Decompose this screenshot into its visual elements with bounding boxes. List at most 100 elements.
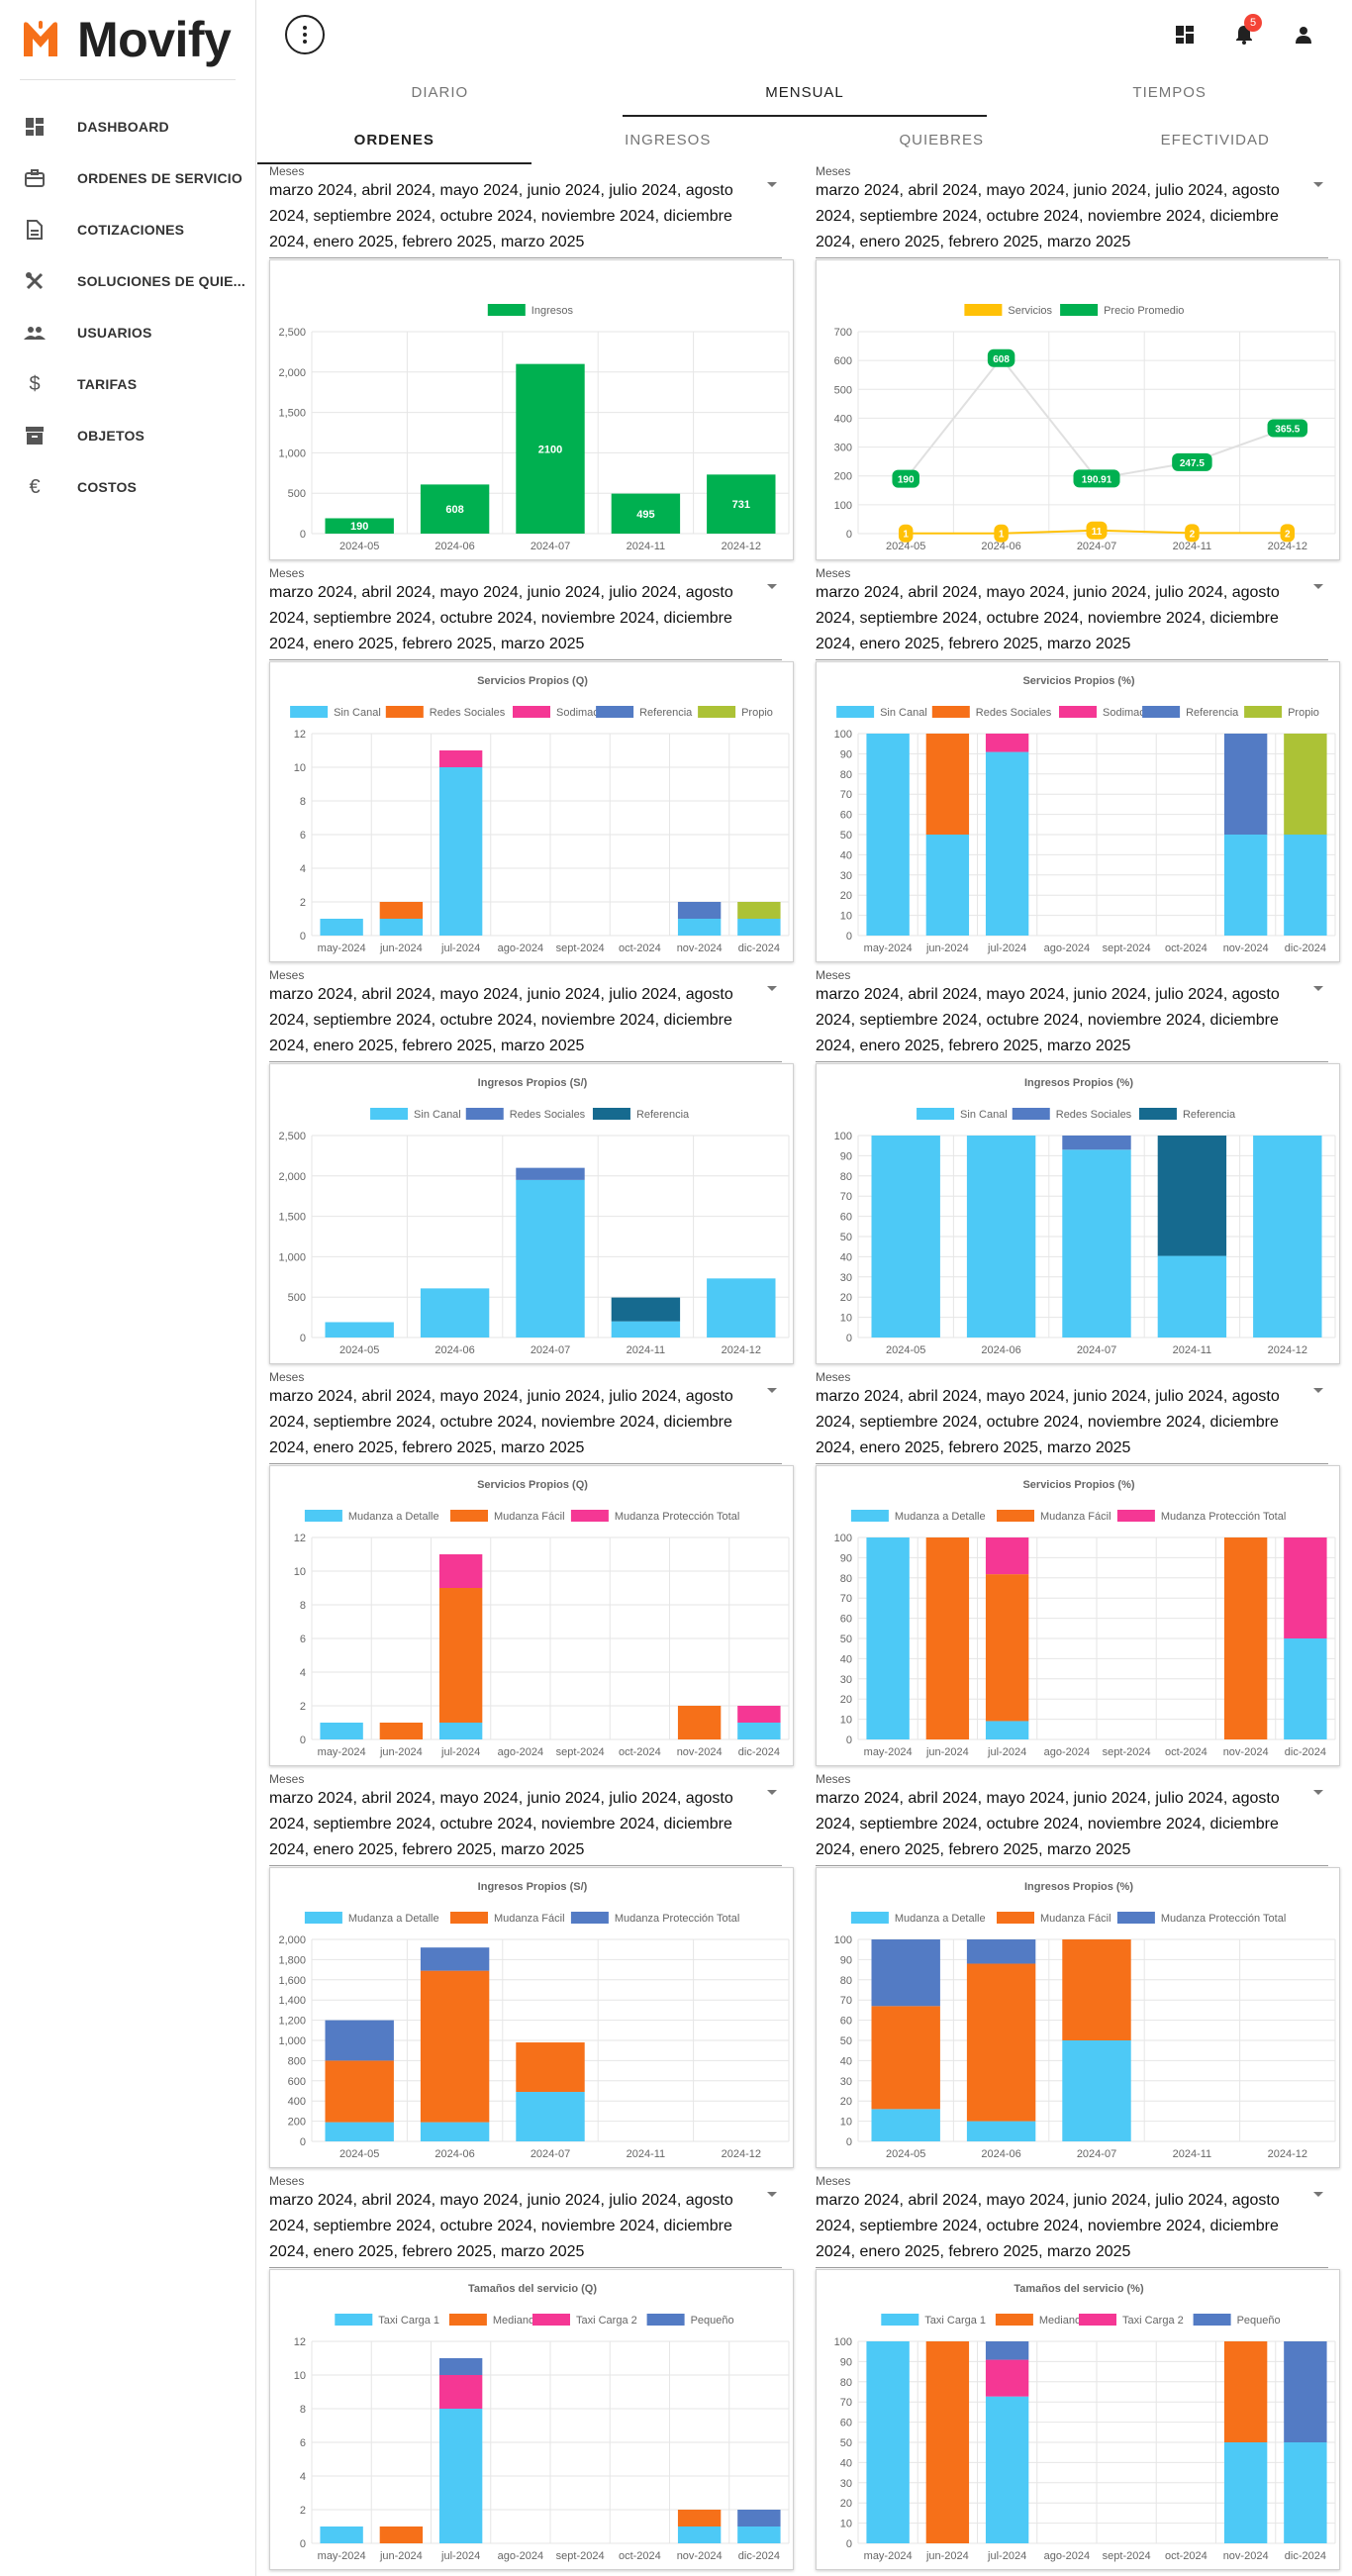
legend-swatch [450, 1912, 488, 1924]
x-tick-label: ago-2024 [498, 1746, 544, 1758]
sidebar-item-cotizaciones[interactable]: COTIZACIONES [0, 204, 255, 255]
bar [985, 751, 1029, 936]
dropdown-arrow-icon[interactable] [1313, 1388, 1323, 1393]
legend-swatch [304, 1912, 342, 1924]
x-tick-label: 2024-07 [1077, 1344, 1116, 1356]
legend-label: Precio Promedio [1104, 305, 1184, 317]
data-label: 2 [1285, 529, 1291, 540]
months-select[interactable]: marzo 2024, abril 2024, mayo 2024, junio… [269, 1388, 733, 1456]
months-select[interactable]: marzo 2024, abril 2024, mayo 2024, junio… [816, 1388, 1280, 1456]
bar [1284, 1537, 1327, 1638]
months-select[interactable]: marzo 2024, abril 2024, mayo 2024, junio… [269, 986, 733, 1054]
chart: Servicios Propios (%) Mudanza a Detalle Mu… [834, 1479, 1336, 1758]
tab-ingresos[interactable]: INGRESOS [625, 132, 712, 149]
y-tick-label: 0 [300, 2538, 306, 2550]
sidebar-item-label: OBJETOS [77, 428, 145, 444]
y-tick-label: 1,800 [278, 1954, 306, 1966]
data-point [994, 524, 1009, 543]
dropdown-arrow-icon[interactable] [767, 2192, 777, 2197]
legend-swatch [532, 2314, 570, 2326]
legend-label: Taxi Carga 2 [576, 2315, 637, 2327]
y-tick-label: 30 [840, 1674, 852, 1686]
x-tick-label: oct-2024 [619, 942, 661, 954]
bar [438, 1588, 483, 1723]
months-select[interactable]: marzo 2024, abril 2024, mayo 2024, junio… [816, 986, 1280, 1054]
legend-swatch [1116, 1912, 1155, 1924]
legend-label: Referencia [636, 1109, 690, 1121]
dropdown-arrow-icon[interactable] [1313, 1790, 1323, 1795]
tab-diario[interactable]: DIARIO [411, 84, 469, 101]
y-tick-label: 1,000 [278, 2035, 306, 2047]
months-select[interactable]: marzo 2024, abril 2024, mayo 2024, junio… [816, 1790, 1280, 1858]
y-tick-label: 80 [840, 1573, 852, 1585]
months-select[interactable]: marzo 2024, abril 2024, mayo 2024, junio… [269, 584, 733, 652]
x-tick-label: dic-2024 [1285, 2550, 1326, 2562]
dropdown-arrow-icon[interactable] [767, 584, 777, 589]
dropdown-arrow-icon[interactable] [767, 182, 777, 187]
notifications-button[interactable]: 5 [1231, 14, 1262, 48]
x-tick-label: dic-2024 [738, 2550, 780, 2562]
tab-ordenes[interactable]: ORDENES [257, 121, 531, 166]
dropdown-arrow-icon[interactable] [767, 1388, 777, 1393]
dropdown-arrow-icon[interactable] [1313, 2192, 1323, 2197]
x-tick-label: nov-2024 [1223, 1746, 1269, 1758]
account-button[interactable] [1291, 22, 1316, 48]
months-select[interactable]: marzo 2024, abril 2024, mayo 2024, junio… [269, 1790, 733, 1858]
months-select[interactable]: marzo 2024, abril 2024, mayo 2024, junio… [269, 2192, 733, 2260]
sidebar-item-tarifas[interactable]: $ TARIFAS [0, 358, 255, 410]
x-tick-label: sept-2024 [1103, 1746, 1151, 1758]
sidebar-item-usuarios[interactable]: USUARIOS [0, 307, 255, 358]
x-tick-label: 2024-11 [1173, 541, 1212, 552]
x-tick-label: jun-2024 [925, 942, 969, 954]
y-tick-label: 30 [840, 2478, 852, 2490]
logo[interactable]: Movify [20, 12, 232, 67]
y-tick-label: 0 [846, 1333, 852, 1344]
dropdown-arrow-icon[interactable] [1313, 584, 1323, 589]
dropdown-arrow-icon[interactable] [767, 1790, 777, 1795]
bar [325, 518, 394, 534]
x-tick-label: 2024-11 [627, 541, 666, 552]
y-tick-label: 50 [840, 1232, 852, 1243]
y-tick-label: 90 [840, 1150, 852, 1162]
bar [866, 2341, 910, 2543]
y-tick-label: 0 [300, 529, 306, 541]
sidebar-item-soluciones[interactable]: SOLUCIONES DE QUIE... [0, 255, 255, 307]
bar [1223, 734, 1268, 835]
x-tick-label: may-2024 [318, 942, 366, 954]
dropdown-arrow-icon[interactable] [1313, 986, 1323, 991]
sidebar-item-dashboard[interactable]: DASHBOARD [0, 101, 255, 152]
chart: Servicios Propios (Q) Mudanza a Detalle Mu… [294, 1479, 790, 1758]
months-select[interactable]: marzo 2024, abril 2024, mayo 2024, junio… [816, 584, 1280, 652]
bar [985, 1721, 1029, 1739]
tab-tiempos[interactable]: TIEMPOS [1132, 84, 1207, 101]
chart-card: Servicios Propios (Q) Mudanza a Detalle Mu… [269, 1465, 794, 1766]
y-tick-label: 200 [834, 471, 852, 483]
logo-divider [20, 79, 236, 80]
bar [379, 1723, 424, 1739]
months-select[interactable]: marzo 2024, abril 2024, mayo 2024, junio… [816, 182, 1280, 250]
legend-label: Redes Sociales [976, 707, 1052, 719]
chart-title: Ingresos Propios (S/) [478, 1077, 588, 1089]
sidebar-item-ordenes[interactable]: ORDENES DE SERVICIO [0, 152, 255, 204]
more-options-button[interactable] [285, 15, 325, 54]
select-underline [816, 1463, 1328, 1464]
months-select[interactable]: marzo 2024, abril 2024, mayo 2024, junio… [269, 182, 733, 250]
legend-label: Sin Canal [334, 707, 381, 719]
bar [438, 1723, 483, 1739]
notification-badge: 5 [1244, 14, 1262, 32]
bar [925, 2341, 970, 2543]
months-select-label: Meses [816, 164, 851, 178]
legend-label: Mudanza Protección Total [1161, 1913, 1286, 1925]
sidebar-item-costos[interactable]: € COSTOS [0, 461, 255, 513]
data-label: 365.5 [1275, 424, 1300, 435]
y-tick-label: 60 [840, 2016, 852, 2028]
tab-quiebres[interactable]: QUIEBRES [899, 132, 985, 149]
dashboard-view-button[interactable] [1172, 22, 1198, 48]
x-tick-label: 2024-12 [722, 541, 761, 552]
dropdown-arrow-icon[interactable] [767, 986, 777, 991]
sidebar-item-objetos[interactable]: OBJETOS [0, 410, 255, 461]
months-select[interactable]: marzo 2024, abril 2024, mayo 2024, junio… [816, 2192, 1280, 2260]
tab-efectividad[interactable]: EFECTIVIDAD [1160, 132, 1270, 149]
dropdown-arrow-icon[interactable] [1313, 182, 1323, 187]
tab-mensual[interactable]: MENSUAL [622, 73, 988, 119]
